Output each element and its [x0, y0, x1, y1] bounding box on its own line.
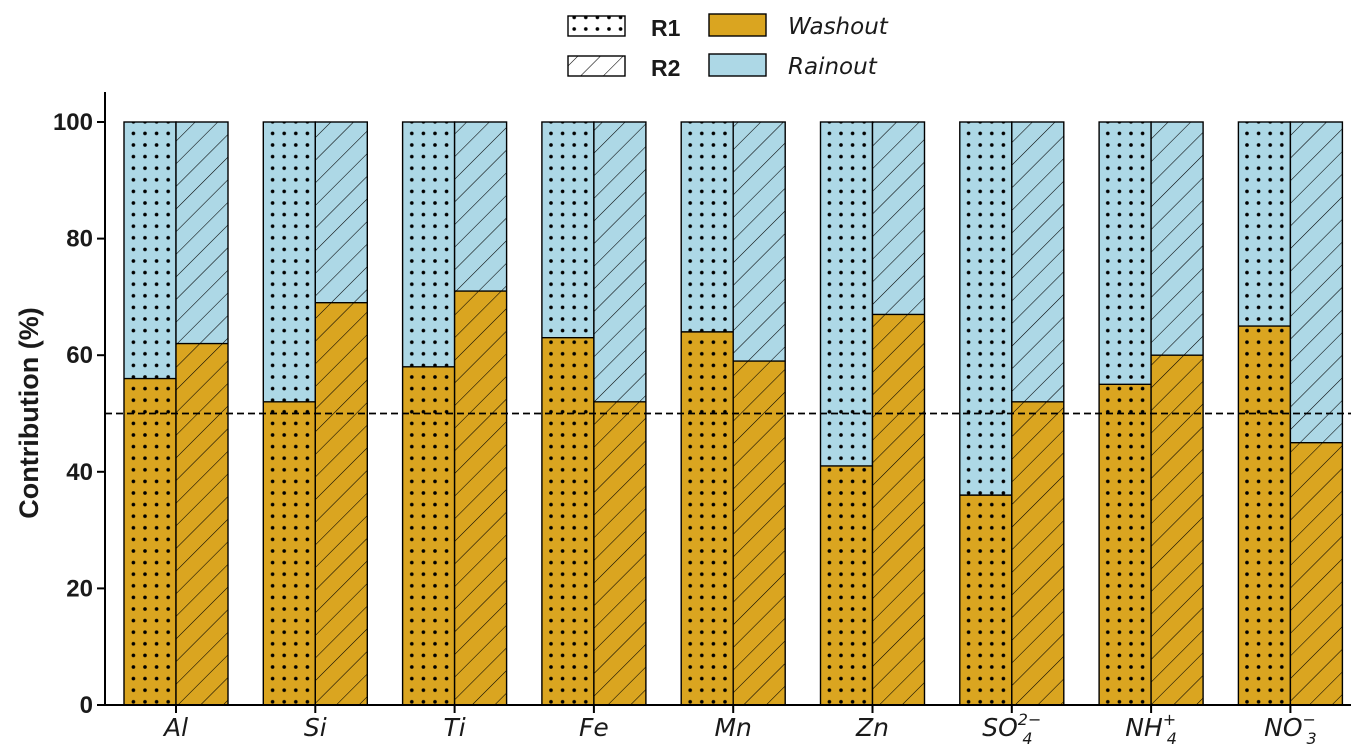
- bar-washout-pattern-si-r1: [263, 401, 316, 705]
- x-tick-label-subscript: 4: [1167, 729, 1177, 747]
- x-tick-label-so: SO2− 4: [982, 710, 1041, 747]
- bar-rainout-pattern-no-r1: [1238, 122, 1291, 327]
- bar-rainout-pattern-si-r1: [263, 122, 316, 402]
- x-tick-label-ti: Ti: [443, 713, 465, 742]
- y-tick-label-80: 80: [66, 226, 93, 253]
- y-tick-label-60: 60: [66, 342, 93, 369]
- bar-rainout-pattern-fe-r1: [541, 122, 594, 338]
- bar-rainout-pattern-nh-r1: [1099, 122, 1152, 385]
- x-tick-label-fe: Fe: [579, 713, 609, 742]
- y-axis-title: Contribution (%): [14, 307, 44, 518]
- bar-rainout-pattern-si-r2: [315, 122, 368, 303]
- y-ticks: 0 20 40 60 80 100: [53, 109, 105, 719]
- x-tick-label-superscript: +: [1163, 710, 1176, 729]
- legend-label-rainout: Rainout: [788, 54, 878, 80]
- bar-washout-pattern-ti-r2: [454, 291, 507, 705]
- bar-rainout-pattern-ti-r1: [402, 122, 455, 367]
- bar-washout-pattern-no-r2: [1290, 442, 1343, 705]
- bar-washout-pattern-no-r1: [1238, 326, 1291, 705]
- legend-label-r2: R2: [651, 55, 680, 81]
- bar-rainout-pattern-so-r1: [959, 122, 1012, 496]
- x-tick-label-superscript: 2−: [1018, 710, 1042, 729]
- x-tick-label-subscript: 4: [1022, 729, 1032, 747]
- bar-rainout-pattern-mn-r1: [681, 122, 734, 332]
- bar-washout-pattern-zn-r2: [872, 314, 925, 705]
- bar-rainout-pattern-ti-r2: [454, 122, 507, 292]
- bar-washout-pattern-so-r1: [959, 495, 1012, 705]
- bar-rainout-pattern-mn-r2: [733, 122, 786, 362]
- legend-swatch-washout: [708, 13, 767, 37]
- axes: [104, 92, 1351, 706]
- legend-item-r2: R2: [567, 55, 680, 81]
- x-tick-label-no: NO− 3: [1264, 710, 1316, 747]
- bar-washout-pattern-zn-r1: [820, 465, 873, 705]
- x-tick-label-mn: Mn: [714, 713, 751, 742]
- bars: [123, 121, 1344, 706]
- x-tick-label-al: Al: [162, 713, 188, 742]
- y-tick-label-40: 40: [66, 459, 93, 486]
- x-tick-label-zn: Zn: [855, 713, 889, 742]
- bar-washout-pattern-fe-r1: [541, 337, 594, 705]
- bar-washout-pattern-nh-r2: [1151, 355, 1204, 705]
- bar-washout-pattern-al-r1: [124, 378, 176, 705]
- legend-item-washout: Washout: [708, 13, 889, 40]
- legend-label-washout: Washout: [788, 14, 889, 40]
- bar-rainout-pattern-al-r2: [176, 122, 228, 344]
- bar-rainout-pattern-zn-r2: [872, 122, 925, 315]
- bar-washout-pattern-ti-r1: [402, 366, 455, 705]
- x-tick-label-si: Si: [304, 713, 327, 742]
- y-tick-label-100: 100: [53, 109, 93, 136]
- bar-washout-pattern-mn-r2: [733, 361, 786, 705]
- bar-rainout-pattern-so-r2: [1011, 122, 1064, 402]
- x-tick-label-superscript: −: [1303, 710, 1316, 729]
- x-ticks: Al Si Ti Fe Mn Zn SO2− 4 NH+ 4 NO− 3: [162, 705, 1317, 747]
- bar-washout-pattern-mn-r1: [681, 331, 734, 705]
- legend-item-rainout: Rainout: [708, 53, 878, 80]
- bar-washout-pattern-fe-r2: [593, 401, 646, 705]
- legend-swatch-rainout: [708, 53, 767, 77]
- bar-washout-pattern-si-r2: [315, 302, 368, 705]
- bar-rainout-pattern-nh-r2: [1151, 122, 1204, 356]
- legend-item-r1: R1: [567, 15, 681, 41]
- y-tick-label-0: 0: [80, 692, 93, 719]
- bar-rainout-pattern-fe-r2: [593, 122, 646, 402]
- bar-washout-pattern-al-r2: [176, 343, 228, 705]
- x-tick-label-subscript: 3: [1306, 729, 1316, 747]
- bar-rainout-pattern-al-r1: [124, 122, 176, 379]
- bar-rainout-pattern-no-r2: [1290, 122, 1343, 443]
- bar-washout-pattern-so-r2: [1011, 401, 1064, 705]
- bar-rainout-pattern-zn-r1: [820, 122, 873, 466]
- bar-washout-pattern-nh-r1: [1099, 384, 1152, 705]
- legend: R1 R2 Washout Rainout: [567, 13, 889, 81]
- x-tick-label-nh: NH+ 4: [1125, 710, 1177, 747]
- y-tick-label-20: 20: [66, 575, 93, 602]
- legend-label-r1: R1: [651, 15, 681, 41]
